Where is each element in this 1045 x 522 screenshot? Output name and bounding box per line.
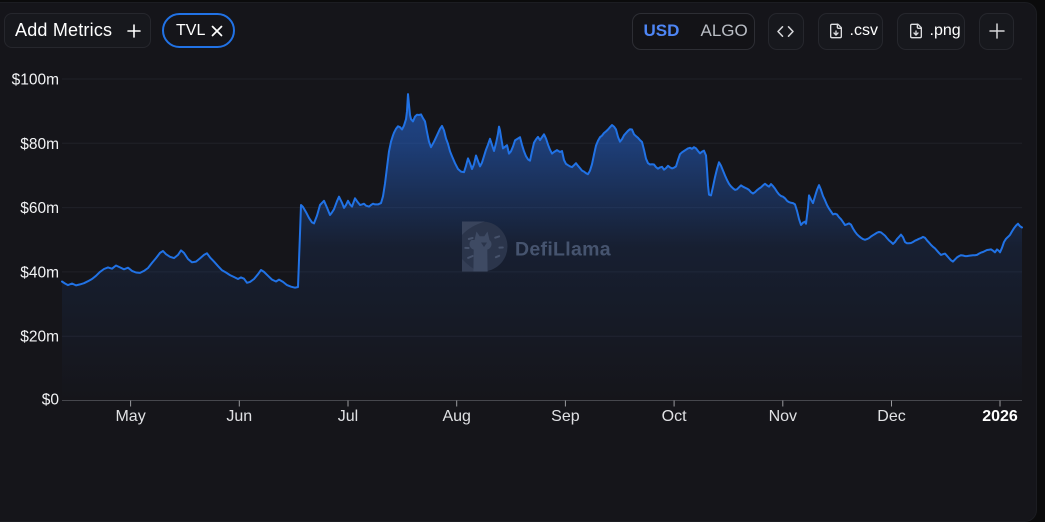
svg-text:2026: 2026 [982,408,1018,425]
svg-text:$60m: $60m [20,200,59,217]
svg-text:$40m: $40m [20,264,59,281]
svg-text:Dec: Dec [877,408,905,425]
svg-text:$100m: $100m [12,72,59,89]
svg-text:Nov: Nov [769,408,797,425]
svg-text:DefiLlama: DefiLlama [515,239,611,261]
svg-text:May: May [115,408,145,425]
svg-text:Jun: Jun [226,408,252,425]
svg-text:Jul: Jul [338,408,358,425]
svg-text:$0: $0 [42,392,60,409]
svg-text:$20m: $20m [20,329,59,346]
svg-text:Aug: Aug [442,408,470,425]
svg-text:Oct: Oct [662,408,687,425]
svg-text:Sep: Sep [551,408,580,425]
svg-text:$80m: $80m [20,136,59,153]
